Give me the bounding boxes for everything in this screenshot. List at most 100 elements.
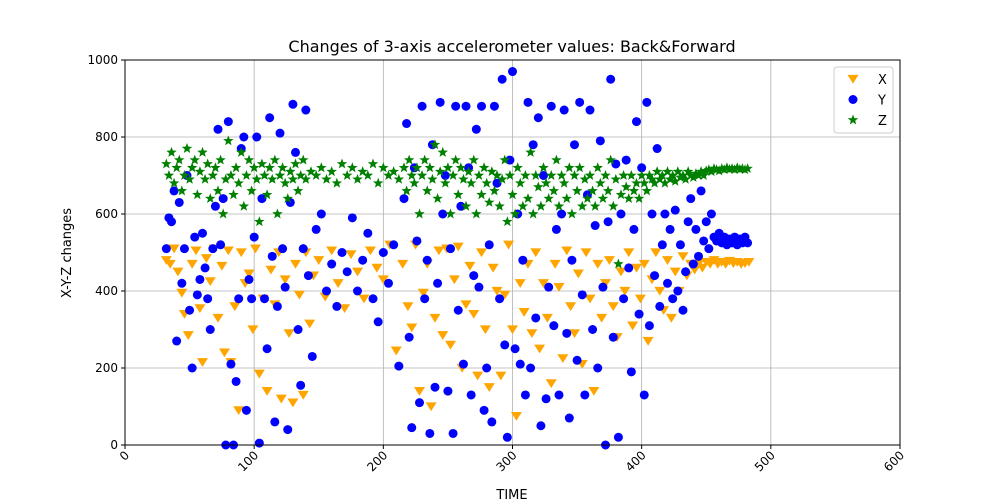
- data-point-y: [205, 325, 215, 334]
- data-point-z: [326, 166, 337, 177]
- data-point-x: [631, 263, 642, 273]
- data-point-z: [695, 166, 707, 177]
- data-point-y: [267, 251, 277, 261]
- data-point-x: [483, 383, 495, 392]
- data-point-y: [368, 294, 378, 304]
- data-point-z: [481, 177, 492, 188]
- data-point-x: [619, 286, 631, 296]
- data-point-y: [585, 105, 595, 115]
- data-point-x: [526, 329, 538, 339]
- data-point-y: [621, 155, 631, 165]
- data-point-z: [223, 135, 234, 146]
- data-point-x: [222, 246, 234, 256]
- data-point-z: [336, 158, 348, 169]
- data-point-z: [401, 185, 412, 196]
- y-tick-label: 800: [95, 130, 118, 144]
- data-point-y: [683, 217, 693, 227]
- data-point-z: [566, 208, 578, 219]
- y-tick-label: 0: [110, 438, 118, 452]
- data-point-x: [541, 313, 553, 323]
- data-point-y: [384, 278, 393, 288]
- data-point-y: [283, 425, 293, 435]
- data-point-x: [164, 259, 176, 269]
- data-point-x: [665, 313, 677, 323]
- data-point-x: [662, 256, 673, 265]
- data-point-z: [274, 170, 286, 180]
- data-point-y: [743, 238, 753, 248]
- data-point-x: [429, 313, 441, 323]
- data-point-z: [494, 200, 505, 211]
- data-point-y: [505, 155, 515, 165]
- data-point-y: [497, 74, 507, 84]
- data-point-z: [721, 162, 733, 173]
- data-point-z: [662, 166, 673, 177]
- data-point-z: [186, 162, 198, 173]
- data-point-y: [241, 405, 251, 415]
- data-point-x: [253, 369, 265, 379]
- data-point-z: [543, 193, 554, 204]
- data-point-x: [200, 254, 212, 263]
- data-point-z: [163, 170, 175, 180]
- data-point-x: [345, 250, 357, 260]
- data-point-z: [279, 177, 291, 188]
- data-point-x: [218, 348, 230, 358]
- data-point-z: [719, 164, 730, 175]
- data-point-x: [487, 263, 499, 273]
- data-point-x: [565, 302, 577, 312]
- data-point-y: [531, 313, 541, 323]
- data-point-y: [451, 101, 461, 111]
- data-point-y: [358, 255, 368, 265]
- data-point-y: [686, 194, 696, 204]
- data-point-z: [161, 158, 172, 169]
- y-axis-label: X-Y-Z changes: [60, 208, 75, 298]
- data-point-y: [466, 390, 476, 400]
- legend-marker-y: [848, 95, 858, 104]
- x-tick-label: 0: [117, 448, 132, 463]
- data-point-z: [690, 168, 702, 179]
- data-point-y: [327, 259, 337, 269]
- data-point-y: [510, 344, 520, 354]
- data-point-y: [557, 209, 567, 219]
- data-point-z: [502, 216, 513, 227]
- data-point-z: [228, 189, 239, 200]
- data-point-z: [530, 170, 541, 180]
- data-point-x: [677, 252, 689, 262]
- y-tick-label: 600: [95, 207, 118, 221]
- data-point-z: [582, 193, 593, 204]
- data-point-z: [515, 177, 526, 188]
- data-point-z: [367, 158, 379, 169]
- data-point-z: [427, 173, 438, 184]
- data-point-z: [341, 170, 353, 180]
- data-point-y: [539, 171, 548, 180]
- data-point-y: [611, 159, 621, 169]
- data-point-z: [636, 170, 647, 180]
- data-point-y: [446, 244, 455, 254]
- data-point-x: [445, 340, 456, 350]
- data-point-y: [303, 271, 313, 281]
- data-point-y: [629, 224, 639, 234]
- data-point-y: [185, 305, 195, 315]
- data-point-z: [646, 173, 658, 184]
- series-y-points: [161, 67, 753, 450]
- data-point-x: [534, 344, 546, 354]
- data-point-z: [471, 208, 482, 219]
- data-point-x: [545, 379, 557, 389]
- data-point-y: [288, 99, 298, 109]
- data-point-x: [472, 371, 484, 381]
- data-point-z: [295, 170, 306, 180]
- data-point-x: [503, 240, 515, 250]
- data-point-z: [675, 171, 686, 182]
- data-point-y: [363, 228, 373, 238]
- data-point-z: [411, 162, 423, 173]
- data-point-z: [463, 166, 474, 177]
- data-point-y: [489, 101, 499, 111]
- data-point-x: [572, 269, 584, 279]
- data-point-y: [588, 325, 598, 334]
- data-point-z: [651, 166, 663, 177]
- data-point-z: [189, 154, 200, 165]
- data-point-z: [682, 166, 694, 177]
- data-point-y: [407, 423, 417, 433]
- data-point-y: [226, 359, 236, 369]
- data-point-x: [371, 263, 383, 273]
- data-point-z: [538, 162, 549, 173]
